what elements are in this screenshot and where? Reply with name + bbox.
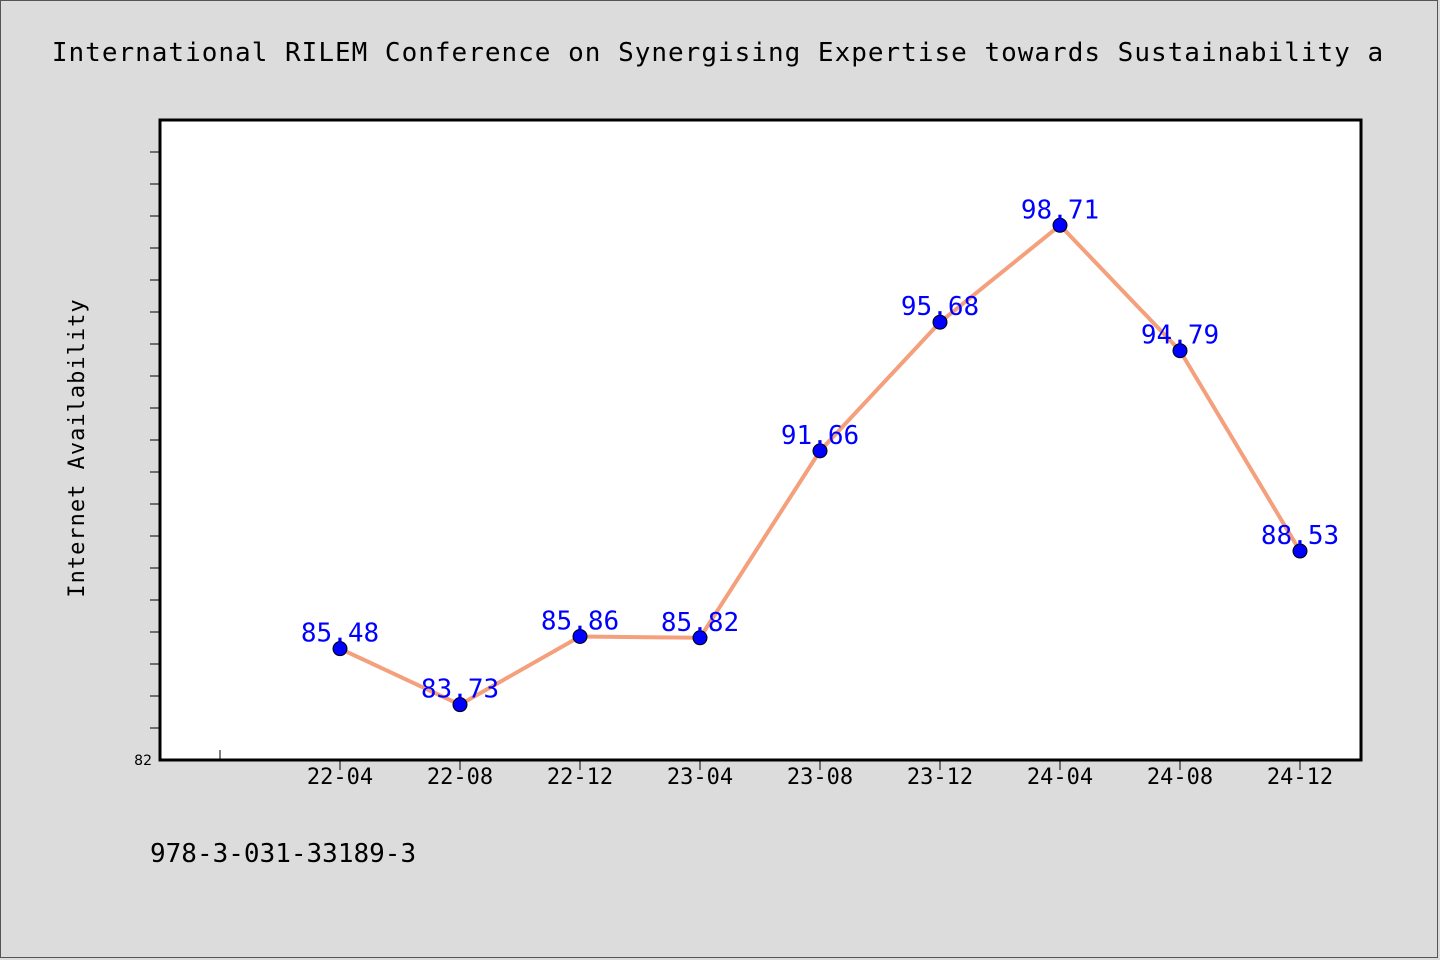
data-point	[812, 443, 828, 459]
x-tick-label: 24-04	[1027, 765, 1093, 790]
data-label: 83.73	[421, 675, 499, 705]
data-label: 91.66	[781, 421, 859, 451]
data-label: 98.71	[1021, 195, 1099, 225]
chart-title: International RILEM Conference on Synerg…	[52, 38, 1384, 68]
y-tick-label: 82	[134, 753, 152, 769]
data-point	[1292, 543, 1308, 559]
data-point	[452, 697, 468, 713]
x-tick-label: 22-08	[427, 765, 493, 790]
plot-area	[160, 120, 1361, 760]
y-axis-label: Internet Availability	[65, 298, 90, 597]
data-markers	[332, 217, 1308, 713]
data-label: 85.82	[661, 608, 739, 638]
x-tick-label: 24-08	[1147, 765, 1213, 790]
data-point	[1052, 217, 1068, 233]
x-tick-label: 22-12	[547, 765, 613, 790]
x-tick-label: 22-04	[307, 765, 373, 790]
x-tick-label: 23-08	[787, 765, 853, 790]
data-label: 95.68	[901, 292, 979, 322]
x-tick-label: 24-12	[1267, 765, 1333, 790]
y-axis-ticks: 82	[134, 151, 160, 769]
x-tick-label: 23-04	[667, 765, 733, 790]
x-axis-ticks: 22-04 22-08 22-12 23-04 23-08 23-12 24-04 24-08…	[219, 750, 1333, 790]
plot-border	[158, 118, 1363, 762]
data-point	[1172, 343, 1188, 359]
data-point	[572, 628, 588, 644]
data-label: 85.48	[301, 619, 379, 649]
data-point	[332, 641, 348, 657]
data-point	[692, 630, 708, 646]
data-point	[932, 314, 948, 330]
footer-isbn: 978-3-031-33189-3	[150, 839, 416, 869]
data-labels: 85.48 83.73 85.86 85.82 91.66 95.68 98.71 94.79…	[301, 195, 1339, 704]
x-tick-label: 23-12	[907, 765, 973, 790]
data-label: 85.86	[541, 606, 619, 636]
data-label: 94.79	[1141, 321, 1219, 351]
data-label: 88.53	[1261, 521, 1339, 551]
